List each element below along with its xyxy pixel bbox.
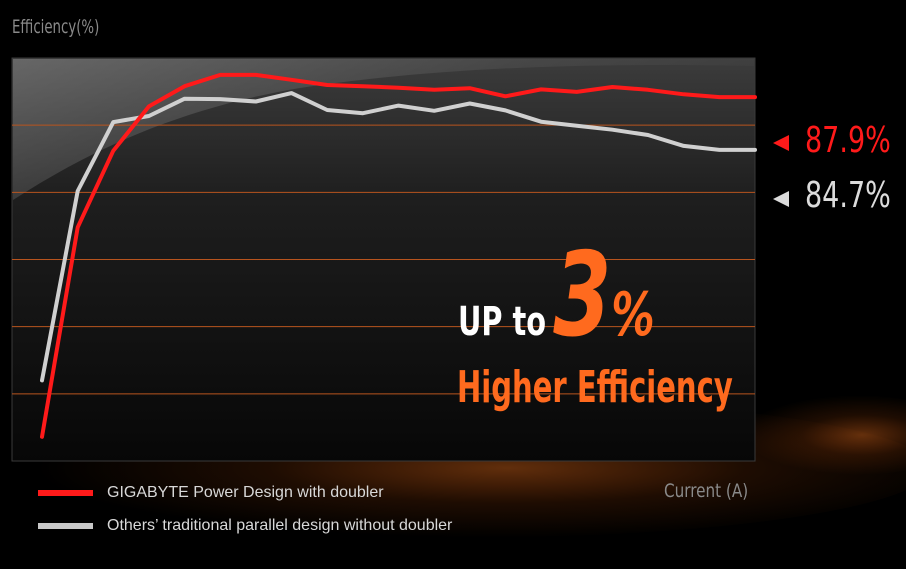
y-axis-label: Efficiency(%)	[12, 16, 100, 38]
headline: UP to3%	[458, 238, 655, 354]
right-glow	[730, 395, 906, 475]
x-axis-label: Current (A)	[664, 480, 749, 502]
headline-subtitle: Higher Efficiency	[457, 362, 733, 413]
legend-label: Others’ traditional parallel design with…	[107, 517, 453, 534]
headline-prefix: UP to	[458, 299, 547, 345]
gray-arrow-icon	[773, 191, 789, 207]
end-value-gray: 84.7%	[805, 175, 891, 216]
legend-item-gigabyte: GIGABYTE Power Design with doubler	[38, 481, 384, 505]
legend-label: GIGABYTE Power Design with doubler	[107, 484, 384, 501]
gridlines	[12, 124, 755, 395]
red-arrow-icon	[773, 135, 789, 151]
legend-item-others: Others’ traditional parallel design with…	[38, 514, 452, 538]
headline-percent: %	[611, 280, 655, 350]
series-line-others	[40, 91, 757, 383]
legend-swatch-gray	[38, 523, 93, 529]
series-lines	[40, 72, 757, 439]
end-value-red: 87.9%	[805, 120, 891, 161]
headline-number: 3	[553, 228, 612, 363]
series-line-gigabyte	[40, 72, 757, 439]
plot-sheen	[13, 59, 754, 200]
legend-swatch-red	[38, 490, 93, 496]
